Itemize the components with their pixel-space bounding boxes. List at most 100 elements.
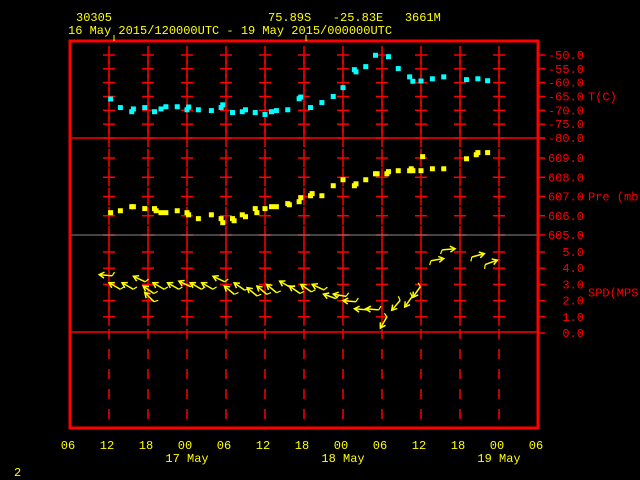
- wind-arrow: [364, 305, 382, 313]
- pressure-point: [420, 154, 426, 160]
- pressure-point: [252, 206, 258, 212]
- wind-arrow-head: [491, 258, 499, 266]
- temperature-point: [117, 105, 123, 111]
- y-tick-label: 5.0: [562, 246, 584, 260]
- wind-arrow-shaft: [311, 283, 325, 291]
- wind-arrow: [265, 283, 281, 294]
- wind-arrow-shaft: [133, 275, 146, 283]
- wind-barb: [470, 256, 473, 262]
- temperature-point: [395, 66, 401, 72]
- wind-barb: [144, 278, 150, 283]
- pressure-point: [363, 177, 369, 183]
- page-number: 2: [14, 466, 21, 480]
- pressure-point: [108, 210, 114, 216]
- wind-arrow-head: [478, 251, 486, 259]
- temperature-point: [285, 107, 291, 113]
- wind-arrow-shaft: [142, 285, 155, 295]
- wind-arrow-shaft: [121, 282, 134, 290]
- station-location: 75.89S -25.83E 3661M: [268, 11, 441, 25]
- x-tick-label: 00: [490, 439, 504, 453]
- temperature-point: [252, 110, 258, 116]
- wind-arrow: [255, 285, 272, 295]
- wind-arrow: [97, 271, 116, 279]
- pressure-point: [410, 168, 416, 174]
- temperature-point: [319, 100, 325, 106]
- pressure-point: [130, 204, 136, 210]
- wind-barb: [484, 264, 486, 270]
- wind-barb: [429, 260, 432, 266]
- wind-arrow-head: [322, 292, 330, 300]
- pressure-point: [429, 166, 435, 172]
- temperature-point: [441, 74, 447, 80]
- temperature-point: [373, 52, 378, 58]
- x-tick-label: 06: [373, 439, 387, 453]
- x-date-label: 18 May: [321, 452, 364, 466]
- wind-arrow-head: [120, 281, 128, 289]
- wind-arrow-head: [255, 285, 263, 292]
- wind-arrow-head: [403, 301, 411, 309]
- pressure-point: [418, 168, 424, 174]
- wind-arrow-shaft: [189, 282, 202, 290]
- pressure-point: [117, 208, 123, 214]
- wind-arrow: [379, 312, 388, 330]
- y-tick-label: 606.0: [548, 210, 584, 224]
- wind-arrow: [412, 282, 421, 299]
- temperature-point: [129, 109, 135, 115]
- pressure-point: [243, 214, 248, 220]
- wind-arrow-shaft: [288, 285, 301, 295]
- y-tick-label: 0.0: [562, 327, 584, 341]
- wind-arrow-head: [211, 274, 219, 282]
- pressure-point: [254, 210, 260, 216]
- temperature-point: [475, 76, 481, 82]
- wind-barb: [153, 290, 158, 295]
- wind-arrow-head: [438, 255, 446, 263]
- pressure-point: [485, 150, 491, 156]
- temperature-point: [174, 104, 180, 110]
- wind-arrow-shaft: [233, 282, 246, 291]
- wind-arrow-head: [379, 322, 386, 330]
- wind-arrow: [403, 292, 413, 309]
- wind-arrow-shaft: [108, 282, 121, 290]
- wind-barb: [153, 299, 159, 303]
- wind-arrow: [484, 258, 499, 270]
- wind-arrow: [107, 281, 125, 290]
- wind-barb: [439, 249, 443, 255]
- temperature-point: [195, 107, 201, 113]
- wind-barb: [299, 290, 305, 295]
- wind-arrow: [232, 281, 249, 291]
- y-tick-label: -70.0: [548, 104, 584, 118]
- temperature-point: [158, 106, 164, 112]
- wind-arrow-head: [223, 285, 231, 292]
- pressure-point: [163, 210, 169, 216]
- temperature-point: [363, 64, 369, 70]
- wind-arrow-shaft: [391, 299, 401, 311]
- x-tick-label: 00: [334, 439, 348, 453]
- temperature-point: [152, 109, 157, 115]
- wind-arrow-shaft: [167, 282, 180, 290]
- pressure-point: [441, 166, 447, 172]
- y-axis-label-temperature: T(C): [588, 91, 617, 105]
- wind-arrow-head: [364, 305, 372, 313]
- x-tick-label: 12: [412, 439, 426, 453]
- pressure-point: [239, 212, 245, 218]
- pressure-point: [286, 202, 292, 208]
- wind-barb: [397, 296, 401, 301]
- x-tick-label: 06: [217, 439, 231, 453]
- wind-arrow: [141, 285, 158, 295]
- temperature-point: [485, 78, 491, 84]
- wind-barb: [212, 286, 217, 290]
- wind-barb: [163, 286, 169, 290]
- wind-arrow-shaft: [178, 280, 191, 288]
- temperature-point: [243, 107, 248, 113]
- wind-arrow-shaft: [152, 282, 165, 290]
- wind-barb: [234, 292, 239, 295]
- wind-arrow: [151, 281, 169, 290]
- wind-arrow-shaft: [256, 285, 268, 295]
- wind-arrow-head: [141, 285, 149, 292]
- wind-arrow: [341, 297, 359, 305]
- wind-arrow-shaft: [430, 257, 444, 262]
- wind-arrow-head: [390, 304, 398, 312]
- x-date-label: 17 May: [165, 452, 208, 466]
- wind-arrow: [429, 255, 446, 266]
- wind-arrow-shaft: [333, 293, 347, 298]
